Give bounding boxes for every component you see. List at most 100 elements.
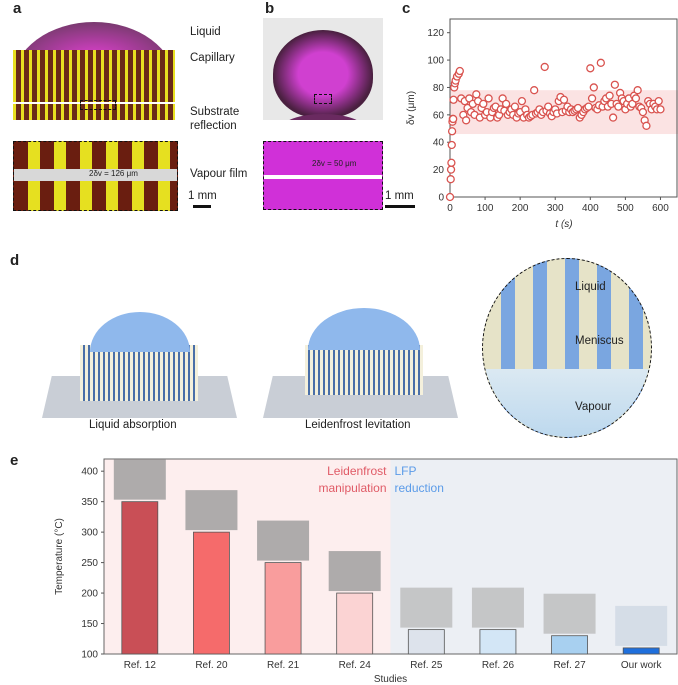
data-point bbox=[510, 102, 520, 111]
x-tick-label: Ref. 12 bbox=[124, 660, 157, 671]
scale-bar-line-a bbox=[193, 205, 211, 208]
panel-label-d: d bbox=[10, 252, 20, 269]
x-axis-label: Studies bbox=[374, 674, 407, 685]
y-tick-label: 100 bbox=[427, 56, 444, 67]
data-point bbox=[631, 94, 641, 103]
panel-label-c: c bbox=[402, 0, 411, 17]
data-point bbox=[446, 175, 455, 184]
data-point bbox=[605, 91, 614, 100]
label-liquid: Liquid bbox=[190, 26, 221, 38]
magnified-capillary-view bbox=[482, 258, 652, 438]
zoom-box-a bbox=[80, 100, 116, 110]
label-reflection: reflection bbox=[190, 120, 237, 132]
bar bbox=[336, 592, 374, 655]
y-tick-label: 400 bbox=[81, 467, 98, 478]
y-tick-label: 40 bbox=[433, 138, 445, 149]
bar bbox=[121, 501, 159, 655]
y-tick-label: 80 bbox=[433, 83, 445, 94]
bar-chart: Leidenfrost manipulation LFP reduction 100 15… bbox=[54, 458, 678, 685]
data-point bbox=[501, 99, 511, 109]
data-point bbox=[587, 94, 597, 103]
scatter-chart: 0 20 40 60 80 100 120 0 100 200 300 400 500 600 t (s) δ… bbox=[406, 18, 678, 230]
zoom-label-liquid: Liquid bbox=[575, 281, 606, 293]
x-tick-label: Our work bbox=[621, 660, 663, 671]
data-point bbox=[517, 97, 527, 106]
data-point bbox=[584, 102, 593, 111]
y-tick-label: 150 bbox=[81, 619, 98, 630]
data-point bbox=[484, 94, 493, 103]
bar bbox=[193, 531, 230, 655]
droplet-image bbox=[615, 605, 668, 646]
data-point bbox=[530, 86, 539, 95]
y-axis-label: δv (μm) bbox=[406, 91, 417, 125]
y-tick-label: 100 bbox=[81, 650, 98, 661]
y-axis-label: Temperature (°C) bbox=[54, 518, 65, 595]
data-point bbox=[586, 64, 595, 73]
y-tick-label: 60 bbox=[433, 110, 445, 121]
x-tick-label: 400 bbox=[582, 203, 599, 214]
data-point bbox=[447, 127, 457, 136]
data-point bbox=[610, 80, 620, 89]
x-tick-label: Ref. 26 bbox=[482, 660, 515, 671]
region-label: reduction bbox=[395, 481, 444, 495]
droplet-image bbox=[471, 587, 524, 628]
droplet-image bbox=[257, 520, 310, 561]
region-label: manipulation bbox=[318, 481, 386, 495]
data-point bbox=[642, 121, 651, 130]
scale-bar-a: 1 mm bbox=[188, 190, 217, 202]
panel-label-b: b bbox=[265, 0, 275, 17]
x-tick-label: Ref. 21 bbox=[267, 660, 300, 671]
x-tick-label: 500 bbox=[617, 203, 634, 214]
data-point bbox=[449, 114, 458, 124]
data-point bbox=[608, 113, 618, 122]
panel-label-a: a bbox=[13, 0, 22, 17]
scale-bar-b: 1 mm bbox=[385, 190, 414, 202]
plot-frame bbox=[103, 458, 678, 655]
x-tick-label: 0 bbox=[447, 203, 453, 214]
bar bbox=[407, 629, 445, 655]
data-point bbox=[472, 90, 481, 99]
bar bbox=[551, 635, 588, 655]
x-tick-label: 200 bbox=[512, 203, 529, 214]
y-tick-label: 200 bbox=[81, 589, 98, 600]
label-vapour-film: Vapour film bbox=[190, 168, 248, 180]
data-point bbox=[654, 97, 663, 106]
zoom-box-b bbox=[314, 94, 332, 104]
y-tick-label: 120 bbox=[427, 28, 444, 39]
y-tick-label: 0 bbox=[438, 193, 444, 204]
data-point bbox=[455, 66, 464, 76]
droplet-image bbox=[543, 593, 596, 634]
label-capillary: Capillary bbox=[190, 52, 235, 64]
inset-photo-a: 2δv = 126 μm bbox=[13, 141, 178, 211]
y-tick-label: 350 bbox=[81, 497, 98, 508]
caption-liquid-absorption: Liquid absorption bbox=[89, 419, 177, 431]
y-tick-label: 20 bbox=[433, 165, 445, 176]
droplet-photo-b bbox=[263, 18, 383, 120]
y-tick-label: 250 bbox=[81, 558, 98, 569]
data-point bbox=[447, 140, 456, 150]
data-point bbox=[559, 95, 569, 104]
droplet-photo-a bbox=[13, 22, 175, 120]
x-tick-label: 100 bbox=[477, 203, 494, 214]
droplet-image bbox=[113, 459, 166, 500]
x-axis-label: t (s) bbox=[555, 219, 572, 230]
droplet-image bbox=[328, 551, 381, 592]
vapour-thickness-a: 2δv = 126 μm bbox=[89, 169, 138, 178]
bar bbox=[479, 629, 517, 655]
data-point bbox=[589, 83, 598, 92]
data-point bbox=[447, 158, 456, 167]
data-point bbox=[596, 58, 605, 67]
vapour-thickness-b: 2δv = 50 μm bbox=[312, 159, 357, 168]
plot-frame bbox=[449, 18, 678, 198]
inset-photo-b: 2δv = 50 μm bbox=[263, 141, 383, 210]
data-point bbox=[633, 86, 642, 95]
region-label: Leidenfrost bbox=[327, 464, 387, 478]
panel-label-e: e bbox=[10, 452, 19, 469]
data-point bbox=[638, 107, 648, 117]
x-tick-label: Ref. 27 bbox=[553, 660, 586, 671]
data-point bbox=[446, 165, 456, 174]
x-tick-label: 300 bbox=[547, 203, 564, 214]
x-tick-label: Ref. 24 bbox=[339, 660, 372, 671]
x-tick-label: Ref. 20 bbox=[195, 660, 228, 671]
droplet-image bbox=[185, 490, 238, 531]
